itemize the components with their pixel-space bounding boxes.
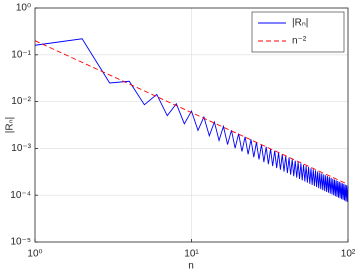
ticks: 10⁰ 10¹ 10² 10⁻⁵ 10⁻⁴ 10⁻³ 10⁻² 10⁻¹ 10⁰ (10, 3, 355, 260)
x-axis-label: n (188, 261, 194, 272)
x-tick-label: 10¹ (184, 249, 199, 260)
y-tick-label: 10⁻³ (11, 143, 31, 154)
y-tick-label: 10⁻⁴ (10, 190, 31, 201)
legend-label: |Rₙ| (292, 18, 308, 29)
y-tick-label: 10⁰ (16, 3, 31, 14)
marks (34, 38, 349, 202)
y-tick-label: 10⁻¹ (11, 49, 31, 60)
legend-box (251, 11, 345, 53)
series-line (34, 40, 349, 185)
x-tick-label: 10⁰ (27, 249, 42, 260)
legend-label: n⁻² (292, 36, 307, 47)
y-axis-label: |Rₙ| (5, 117, 16, 133)
legend: |Rₙ| n⁻² (251, 11, 345, 53)
y-tick-label: 10⁻⁵ (10, 237, 31, 248)
y-tick-label: 10⁻² (11, 96, 31, 107)
x-tick-label: 10² (341, 249, 355, 260)
series-line (34, 38, 349, 202)
